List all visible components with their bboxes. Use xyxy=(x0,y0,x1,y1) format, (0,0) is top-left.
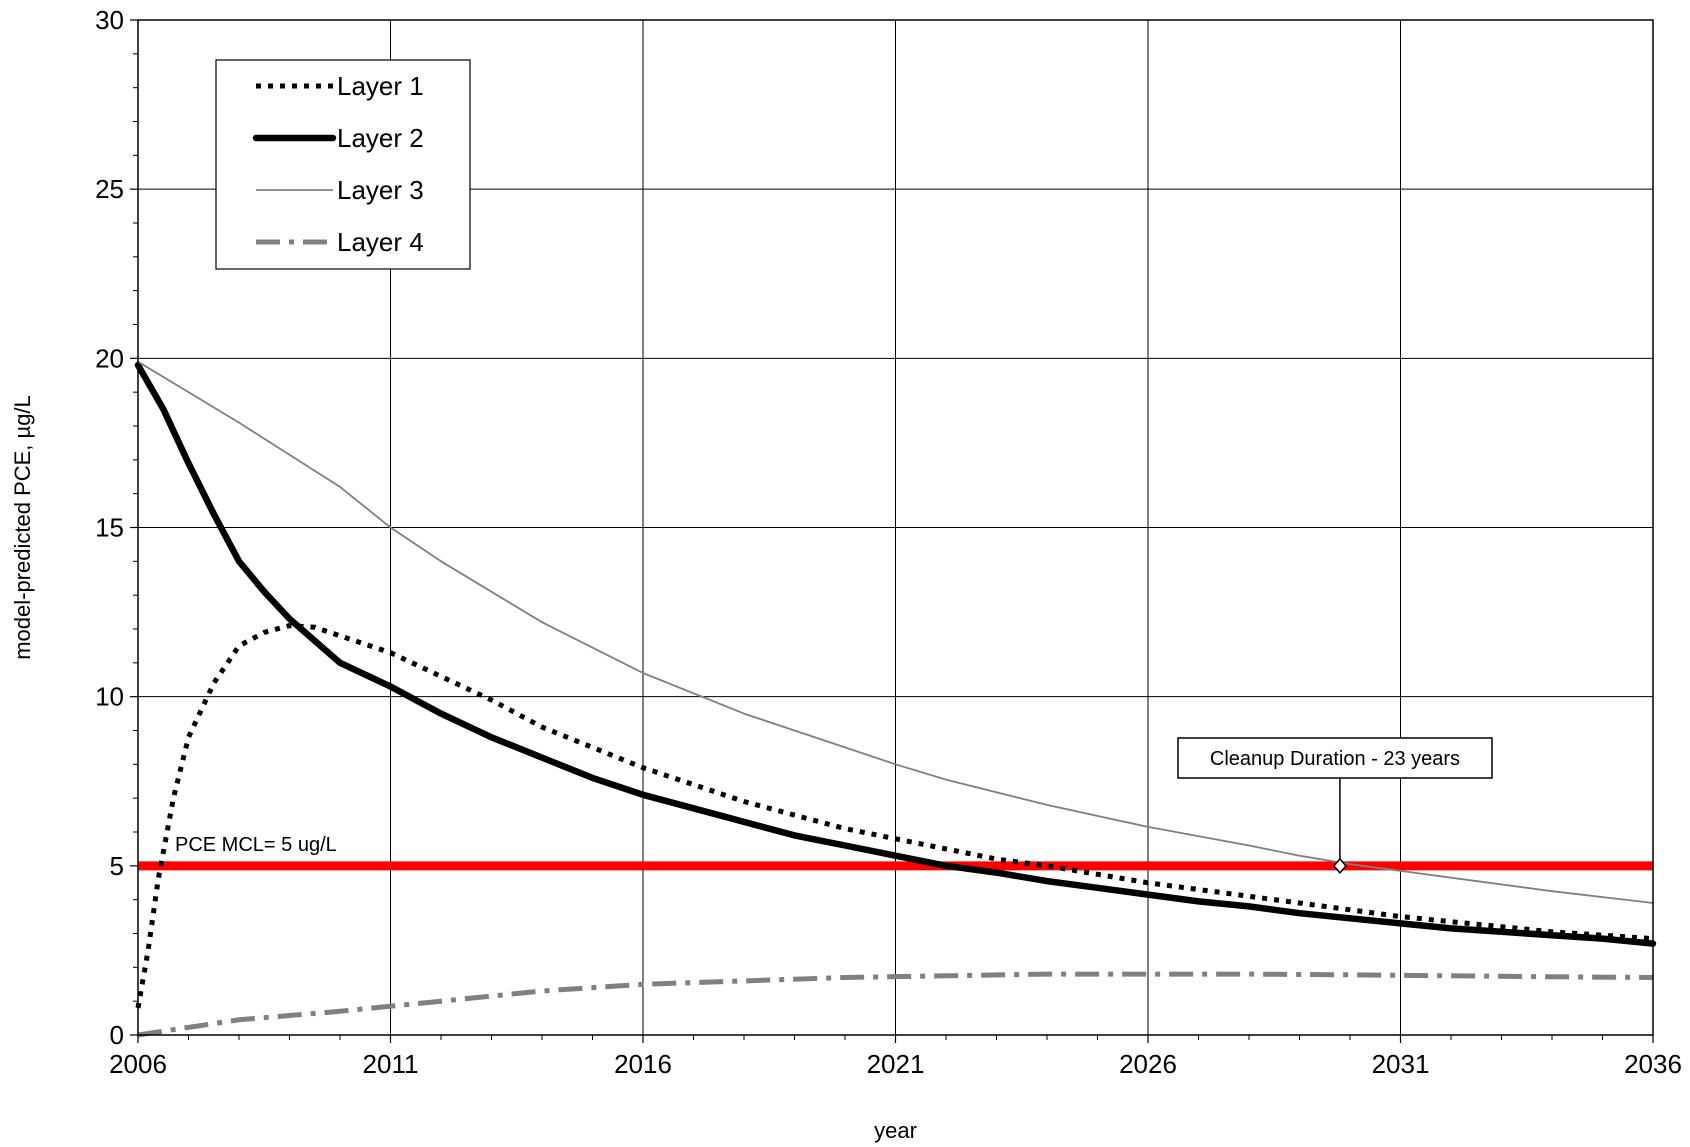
y-tick-label: 0 xyxy=(110,1020,124,1050)
series-line-layer-4 xyxy=(137,971,1654,1038)
x-tick-label: 2036 xyxy=(1624,1049,1682,1079)
series-line-layer-2 xyxy=(134,361,1657,947)
y-tick-label: 10 xyxy=(95,682,124,712)
x-tick-label: 2021 xyxy=(867,1049,925,1079)
series-group xyxy=(134,360,1657,1038)
legend-label-layer-4: Layer 4 xyxy=(337,227,424,257)
x-tick-label: 2011 xyxy=(363,1049,419,1079)
x-tick-label: 2031 xyxy=(1372,1049,1430,1079)
series-line-layer-3 xyxy=(137,360,1654,904)
annotation-box xyxy=(1177,737,1493,779)
legend: Layer 1 Layer 2 Layer 3 Layer 4 xyxy=(215,59,471,270)
series-line-layer-1 xyxy=(135,623,1654,1009)
y-tick-label: 25 xyxy=(95,174,124,204)
x-tick-label: 2026 xyxy=(1119,1049,1177,1079)
axis-ticks: 2006 2011 2016 2021 2026 2031 2036 0 5 10 15 20 25 30 xyxy=(95,5,1682,1079)
y-axis-title: model-predicted PCE, µg/L xyxy=(10,395,35,660)
x-tick-label: 2016 xyxy=(614,1049,672,1079)
y-tick-label: 15 xyxy=(95,513,124,543)
annotation-text: Cleanup Duration - 23 years xyxy=(1210,748,1460,770)
legend-box xyxy=(215,59,471,270)
annotation-diamond-marker xyxy=(1332,857,1347,874)
y-tick-label: 30 xyxy=(95,5,124,35)
x-axis-title: year xyxy=(874,1118,917,1143)
x-tick-label: 2006 xyxy=(109,1049,167,1079)
mcl-label: PCE MCL= 5 ug/L xyxy=(175,834,337,856)
y-tick-label: 5 xyxy=(110,851,124,881)
y-tick-label: 20 xyxy=(95,343,124,373)
legend-label-layer-2: Layer 2 xyxy=(337,123,424,153)
legend-label-layer-1: Layer 1 xyxy=(337,71,424,101)
cleanup-annotation: Cleanup Duration - 23 years xyxy=(1177,737,1493,874)
legend-label-layer-3: Layer 3 xyxy=(337,175,424,205)
